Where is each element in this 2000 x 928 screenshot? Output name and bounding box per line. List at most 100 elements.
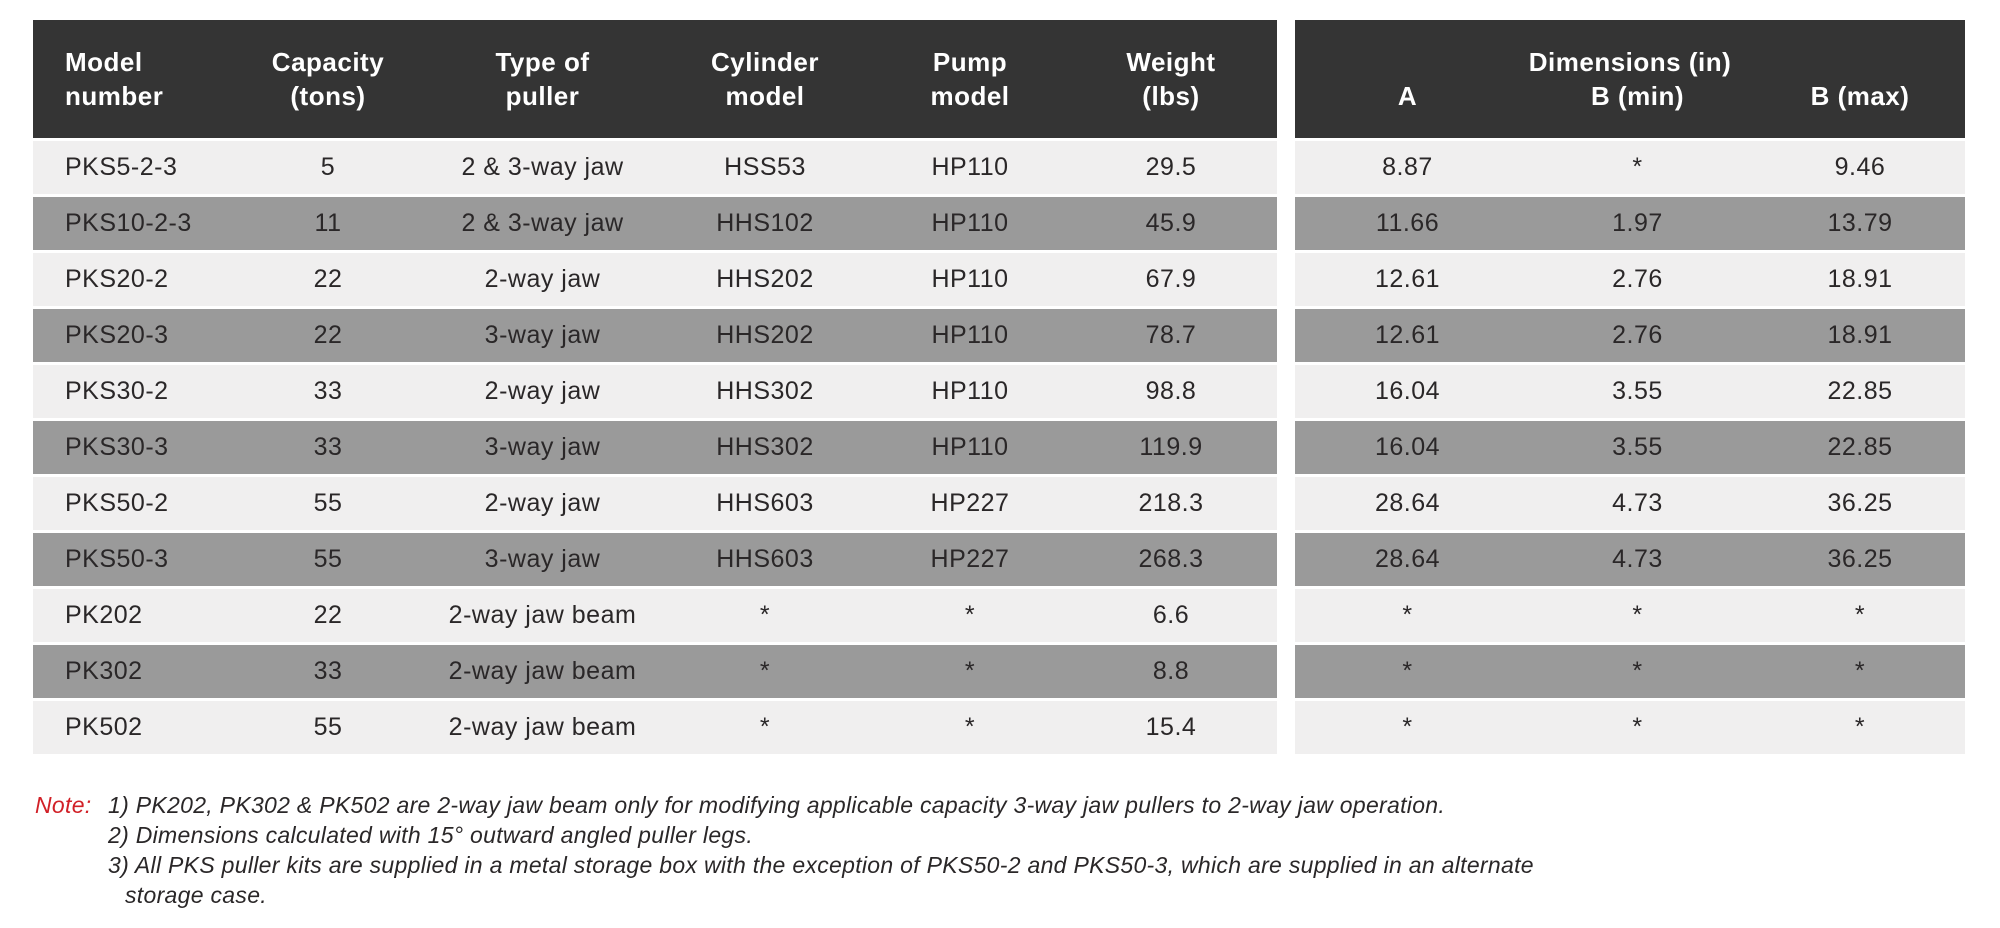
table-cell: HP110 [931, 377, 1009, 405]
header-line: Model [65, 47, 143, 77]
table-row: PKS30-2 33 2-way jaw HHS302 HP110 98.8 [33, 365, 1277, 418]
table-row: PKS20-2 22 2-way jaw HHS202 HP110 67.9 [33, 253, 1277, 306]
table-row: PK502 55 2-way jaw beam * * 15.4 [33, 701, 1277, 754]
table-cell: * [1402, 713, 1413, 741]
table-row: PKS5-2-3 5 2 & 3-way jaw HSS53 HP110 29.5 [33, 141, 1277, 194]
table-cell: 36.25 [1827, 489, 1893, 517]
tables-wrap: Model number Capacity (tons) Type of pul… [33, 20, 2000, 754]
table-cell: * [1632, 657, 1643, 685]
table-cell: * [759, 657, 771, 685]
header-line: puller [505, 81, 580, 111]
table-cell: 33 [313, 657, 343, 685]
header-dim-a: A [1397, 81, 1418, 111]
table-cell: 2 & 3-way jaw [461, 209, 624, 237]
table-cell: 28.64 [1374, 545, 1441, 573]
table-cell: PK202 [65, 601, 143, 629]
table-cell: PKS30-2 [65, 377, 169, 405]
table-cell: PKS50-2 [65, 489, 169, 517]
table-cell: HSS53 [724, 153, 806, 181]
header-line: number [65, 81, 164, 111]
table-cell: 16.04 [1374, 433, 1441, 461]
table-cell: * [1402, 601, 1413, 629]
table-cell: 2 & 3-way jaw [461, 153, 624, 181]
table-cell: 33 [313, 433, 343, 461]
table-cell: 29.5 [1145, 153, 1197, 181]
table-cell: 2.76 [1612, 321, 1663, 349]
table-cell: 13.79 [1827, 209, 1893, 237]
note-item-1: 1) PK202, PK302 & PK502 are 2-way jaw be… [108, 792, 1446, 818]
table-cell: HP110 [931, 209, 1009, 237]
table-cell: * [964, 713, 976, 741]
table-cell: 8.8 [1152, 657, 1190, 685]
table-row: 12.61 2.76 18.91 [1295, 253, 1965, 306]
table-cell: 5 [320, 153, 336, 181]
table-cell: * [1632, 713, 1643, 741]
table-cell: 11 [314, 209, 342, 237]
table-cell: 2-way jaw beam [448, 657, 637, 685]
dimensions-table-header: Dimensions (in) A B (min) B (max) [1295, 20, 1965, 138]
note-item-3: 3) All PKS puller kits are supplied in a… [108, 852, 1534, 908]
table-cell: 67.9 [1145, 265, 1197, 293]
table-cell: HP227 [930, 545, 1010, 573]
table-row: 11.66 1.97 13.79 [1295, 197, 1965, 250]
table-cell: 4.73 [1612, 545, 1663, 573]
table-cell: * [1632, 153, 1643, 181]
table-cell: 45.9 [1145, 209, 1197, 237]
table-cell: 28.64 [1374, 489, 1441, 517]
table-cell: HP227 [930, 489, 1010, 517]
table-row: 16.04 3.55 22.85 [1295, 365, 1965, 418]
table-row: 12.61 2.76 18.91 [1295, 309, 1965, 362]
table-cell: 6.6 [1152, 601, 1190, 629]
header-line: Cylinder [710, 47, 820, 77]
header-line: (tons) [290, 81, 366, 111]
table-cell: * [964, 601, 976, 629]
table-cell: * [1402, 657, 1413, 685]
table-cell: PKS50-3 [65, 545, 169, 573]
table-row: 16.04 3.55 22.85 [1295, 421, 1965, 474]
table-cell: 98.8 [1145, 377, 1197, 405]
header-line: Capacity [271, 47, 385, 77]
table-row: * * * [1295, 645, 1965, 698]
table-cell: 3-way jaw [484, 433, 601, 461]
table-cell: HHS603 [716, 545, 814, 573]
table-row: PKS20-3 22 3-way jaw HHS202 HP110 78.7 [33, 309, 1277, 362]
table-cell: HHS202 [716, 265, 814, 293]
table-cell: * [1854, 713, 1866, 741]
header-line: Pump [932, 47, 1008, 77]
header-dimensions-group: Dimensions (in) [1528, 47, 1732, 77]
table-cell: 119.9 [1139, 433, 1203, 461]
table-cell: 1.97 [1612, 209, 1663, 237]
table-row: PKS30-3 33 3-way jaw HHS302 HP110 119.9 [33, 421, 1277, 474]
table-row: PKS50-3 55 3-way jaw HHS603 HP227 268.3 [33, 533, 1277, 586]
table-cell: HHS202 [716, 321, 814, 349]
table-cell: 22 [313, 601, 343, 629]
table-cell: 3.55 [1612, 433, 1663, 461]
table-row: PK202 22 2-way jaw beam * * 6.6 [33, 589, 1277, 642]
header-dim-b-max: B (max) [1810, 81, 1910, 111]
table-cell: 12.61 [1374, 321, 1441, 349]
table-cell: 8.87 [1382, 153, 1433, 181]
table-cell: 3.55 [1612, 377, 1663, 405]
header-line: model [930, 81, 1010, 111]
table-cell: 218.3 [1138, 489, 1204, 517]
table-cell: 55 [313, 713, 343, 741]
note-label: Note: [35, 792, 92, 818]
table-row: PK302 33 2-way jaw beam * * 8.8 [33, 645, 1277, 698]
table-cell: * [964, 657, 976, 685]
header-model-number: Model number [33, 45, 226, 113]
table-cell: 22.85 [1827, 433, 1893, 461]
table-cell: 2-way jaw [484, 489, 601, 517]
table-cell: 2-way jaw beam [448, 713, 637, 741]
header-pump-model: Pump model [875, 45, 1065, 113]
table-cell: PKS20-3 [65, 321, 169, 349]
dimensions-subheader-row: A B (min) B (max) [1295, 79, 1965, 113]
table-cell: PKS10-2-3 [65, 209, 192, 237]
table-row: * * * [1295, 589, 1965, 642]
table-cell: HHS302 [716, 377, 814, 405]
table-cell: HP110 [931, 321, 1009, 349]
header-line: Weight [1126, 47, 1216, 77]
table-cell: HP110 [931, 153, 1009, 181]
table-cell: PKS30-3 [65, 433, 169, 461]
table-cell: 55 [313, 489, 343, 517]
